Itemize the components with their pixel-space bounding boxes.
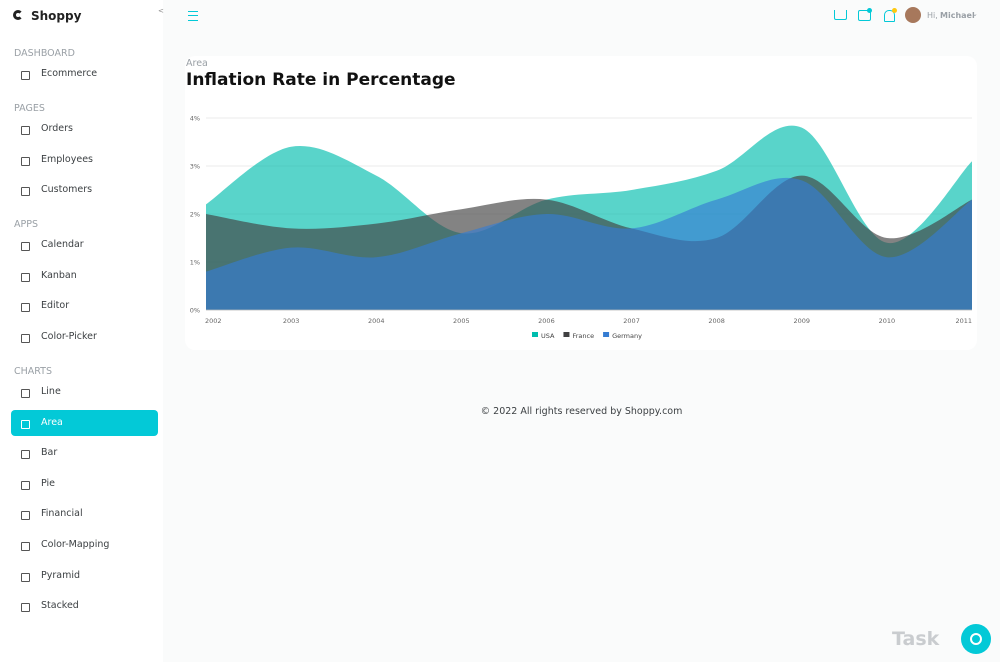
x-tick-label: 2006 [538, 317, 555, 325]
item-icon [21, 450, 30, 460]
notification-button[interactable] [884, 10, 895, 22]
footer: © 2022 All rights reserved by Shoppy.com [480, 406, 683, 417]
watermark: Task [892, 628, 940, 650]
nav-item[interactable]: Color-Mapping [41, 539, 110, 550]
nav-item[interactable]: Editor [41, 300, 70, 312]
settings-button[interactable] [961, 624, 991, 654]
item-icon [21, 334, 30, 343]
nav-item[interactable]: Bar [41, 447, 58, 459]
legend-label: USA [541, 332, 555, 340]
notification-badge [892, 8, 897, 13]
x-tick-label: 2011 [955, 317, 972, 325]
section-title: DASHBOARD [14, 48, 75, 59]
greeting: Hi, [927, 11, 938, 20]
item-icon [21, 126, 30, 135]
legend-swatch [563, 332, 570, 337]
y-tick-label: 2% [190, 211, 200, 219]
menu-button[interactable] [188, 11, 198, 21]
item-icon [21, 187, 30, 197]
nav-item[interactable]: Pie [41, 477, 56, 489]
x-tick-label: 2003 [283, 317, 300, 325]
nav-item[interactable]: Pyramid [41, 569, 81, 581]
x-tick-label: 2005 [453, 317, 470, 325]
item-icon [21, 242, 30, 252]
nav-item[interactable]: Stacked [41, 600, 79, 612]
legend-swatch [532, 332, 538, 337]
x-tick-label: 2010 [879, 317, 896, 325]
item-icon [21, 419, 30, 429]
sidebar: Shoppy < DASHBOARD Ecommerce PAGES Orders Em… [0, 0, 164, 662]
nav-item[interactable]: Orders [41, 123, 73, 134]
x-tick-label: 2002 [205, 317, 222, 325]
nav-item[interactable]: Kanban [41, 269, 77, 281]
item-icon [21, 572, 30, 582]
legend-swatch [603, 332, 610, 337]
area [206, 177, 972, 310]
nav-item[interactable]: Ecommerce [41, 68, 98, 79]
collapse-button[interactable]: < [158, 7, 164, 15]
section-title: APPS [14, 219, 38, 231]
y-tick-label: 4% [190, 115, 200, 123]
legend-label: France [572, 332, 594, 340]
active-highlight [11, 409, 158, 436]
x-tick-label: 2007 [623, 317, 640, 325]
item-icon [21, 156, 30, 166]
y-tick-label: 0% [190, 307, 200, 315]
nav-item[interactable]: Line [41, 386, 61, 397]
section-title: PAGES [14, 103, 45, 114]
user-name[interactable]: Michael [940, 11, 975, 20]
x-tick-label: 2004 [368, 317, 385, 325]
nav-item[interactable]: Calendar [41, 239, 84, 251]
nav-item[interactable]: Area [41, 416, 63, 428]
cart-button[interactable] [834, 10, 847, 20]
x-tick-label: 2008 [708, 317, 725, 325]
item-icon [21, 389, 30, 398]
x-tick-label: 2009 [794, 317, 811, 325]
y-tick-label: 1% [190, 259, 200, 267]
item-icon [21, 303, 30, 313]
item-icon [21, 511, 30, 521]
avatar[interactable] [905, 7, 921, 23]
nav-item[interactable]: Financial [41, 508, 83, 520]
item-icon [21, 480, 30, 490]
item-icon [21, 542, 30, 551]
chart-title: Inflation Rate in Percentage [186, 70, 456, 90]
chat-badge [867, 8, 872, 13]
legend-label: Germany [612, 332, 642, 340]
user-dropdown[interactable]: ⌄ [972, 10, 978, 18]
nav-item[interactable]: Customers [41, 184, 93, 196]
item-icon [21, 71, 30, 80]
brand[interactable]: Shoppy [31, 9, 82, 23]
item-icon [21, 603, 30, 613]
nav-item[interactable]: Color-Picker [41, 331, 97, 342]
page-category: Area [186, 58, 208, 69]
logo-icon [13, 10, 23, 20]
y-tick-label: 3% [190, 163, 200, 171]
section-title: CHARTS [14, 366, 53, 377]
nav-item[interactable]: Employees [41, 153, 93, 165]
item-icon [21, 272, 30, 282]
chat-button[interactable] [858, 10, 871, 21]
